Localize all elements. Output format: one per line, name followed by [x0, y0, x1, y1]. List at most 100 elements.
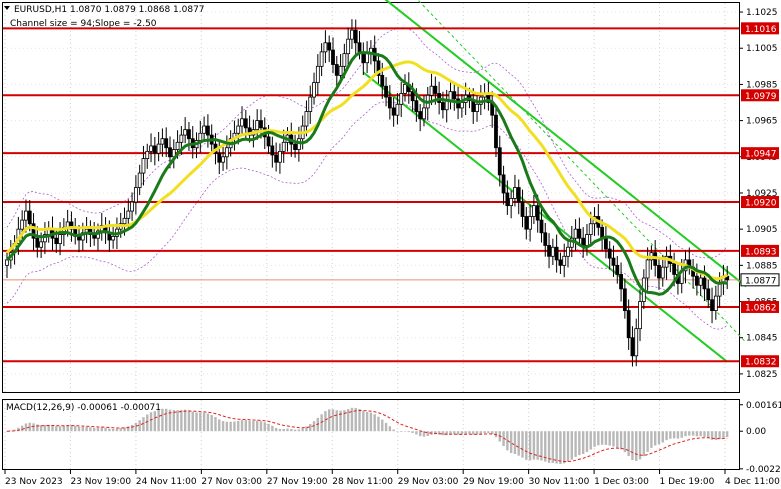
candle-body: [702, 277, 707, 290]
macd-histogram-bar: [346, 409, 350, 432]
x-tick-label: 1 Dec 03:00: [594, 477, 649, 487]
macd-histogram-bar: [274, 427, 278, 432]
macd-histogram-bar: [528, 431, 532, 461]
macd-histogram-bar: [688, 431, 691, 436]
level-labels-layer: 1.1016 1.0979 1.0947 1.0920 1.0893 1.0862 1.08…: [740, 22, 780, 368]
x-tick-label: 29 Nov 19:00: [463, 477, 524, 487]
macd-histogram-bar: [108, 428, 111, 432]
macd-histogram-bar: [104, 427, 107, 432]
macd-histogram-bar: [218, 419, 221, 432]
y-tick-label: 1.1025: [746, 8, 778, 18]
macd-histogram-bar: [92, 427, 96, 432]
candle-body: [660, 266, 665, 279]
macd-histogram-bar: [460, 431, 464, 435]
macd-histogram-bar: [365, 411, 369, 432]
macd-tick-label: -0.00229: [746, 465, 781, 475]
candle-body: [122, 217, 127, 225]
candle-body: [494, 114, 498, 149]
candle-body: [145, 150, 150, 160]
moving-averages-layer: [5, 51, 728, 296]
macd-histogram-bar: [293, 429, 297, 432]
macd-histogram-bar: [278, 428, 282, 432]
macd-histogram-bar: [521, 431, 524, 458]
macd-histogram-bar: [593, 431, 596, 447]
candle-body: [357, 42, 362, 53]
candle-body: [634, 328, 639, 357]
macd-histogram-bar: [437, 431, 441, 435]
candle-body: [24, 210, 28, 221]
candle-body: [255, 120, 260, 131]
candle-body: [395, 103, 400, 116]
x-tick-label: 28 Nov 11:00: [332, 477, 393, 487]
candle-body: [713, 295, 718, 311]
candle-body: [54, 237, 59, 245]
macd-histogram-bar: [544, 431, 547, 462]
macd-histogram-bar: [233, 421, 236, 432]
level-label: 1.0979: [745, 92, 777, 102]
macd-histogram-bar: [581, 431, 585, 455]
x-tick-label: 29 Nov 03:00: [398, 477, 459, 487]
level-label-box: [741, 147, 779, 160]
macd-histogram-bar: [415, 431, 418, 435]
macd-histogram-bar: [547, 431, 551, 463]
candle-body: [399, 93, 404, 105]
macd-histogram-bar: [722, 431, 725, 438]
macd-histogram-bar: [47, 424, 50, 432]
candle-body: [327, 42, 332, 51]
macd-histogram-bar: [456, 431, 460, 435]
macd-histogram-bar: [324, 411, 327, 432]
macd-histogram-bar: [468, 431, 471, 434]
candle-body: [270, 145, 275, 156]
macd-histogram-bar: [55, 426, 58, 432]
candle-body: [717, 283, 722, 297]
candle-body: [588, 223, 593, 235]
macd-histogram-bar: [362, 410, 365, 432]
candle-body: [622, 288, 627, 311]
candle-body: [141, 158, 146, 174]
macd-histogram-bar: [74, 425, 77, 432]
macd-histogram-bar: [172, 410, 175, 432]
level-label: 1.0893: [745, 247, 777, 257]
candle-body: [452, 91, 457, 100]
y-tick-label: 1.0825: [746, 370, 778, 380]
macd-histogram-bar: [157, 409, 160, 432]
macd-histogram-bar: [96, 427, 100, 432]
candle-body: [694, 275, 699, 286]
x-tick-label: 24 Nov 11:00: [136, 477, 197, 487]
candle-body: [304, 111, 309, 127]
macd-histogram-bar: [434, 431, 437, 435]
candle-body: [384, 85, 388, 98]
macd-histogram-bar: [123, 427, 126, 432]
macd-histogram-bar: [263, 422, 266, 432]
candle-body: [520, 201, 525, 217]
macd-histogram-bar: [449, 431, 452, 435]
macd-histogram-bar: [195, 412, 198, 432]
macd-histogram-bar: [28, 422, 31, 432]
macd-histogram-bar: [411, 431, 414, 433]
macd-histogram-bar: [566, 431, 570, 462]
y-tick-label: 1.0845: [746, 334, 778, 344]
candle-body: [243, 118, 248, 129]
x-tick-label: 1 Dec 19:00: [660, 477, 715, 487]
macd-histogram-bar: [726, 431, 729, 437]
level-label: 1.1016: [745, 25, 777, 35]
macd-histogram-bar: [396, 431, 399, 432]
x-tick-label: 27 Nov 19:00: [267, 477, 328, 487]
candle-body: [531, 205, 536, 217]
macd-histogram-bar: [210, 415, 213, 432]
macd-histogram-bar: [676, 431, 680, 439]
candle-body: [342, 53, 347, 67]
macd-histogram-bar: [453, 431, 456, 435]
macd-histogram-bar: [290, 428, 293, 432]
candle-body: [422, 107, 426, 120]
macd-histogram-bar: [616, 431, 619, 448]
macd-histogram-bar: [343, 410, 346, 432]
candle-body: [334, 64, 339, 76]
macd-histogram-bar: [5, 431, 9, 432]
macd-histogram-bar: [400, 431, 403, 432]
level-lines-layer: [3, 27, 739, 363]
candle-body: [505, 192, 510, 207]
macd-histogram-bar: [475, 431, 479, 435]
macd-histogram-bar: [589, 431, 592, 450]
